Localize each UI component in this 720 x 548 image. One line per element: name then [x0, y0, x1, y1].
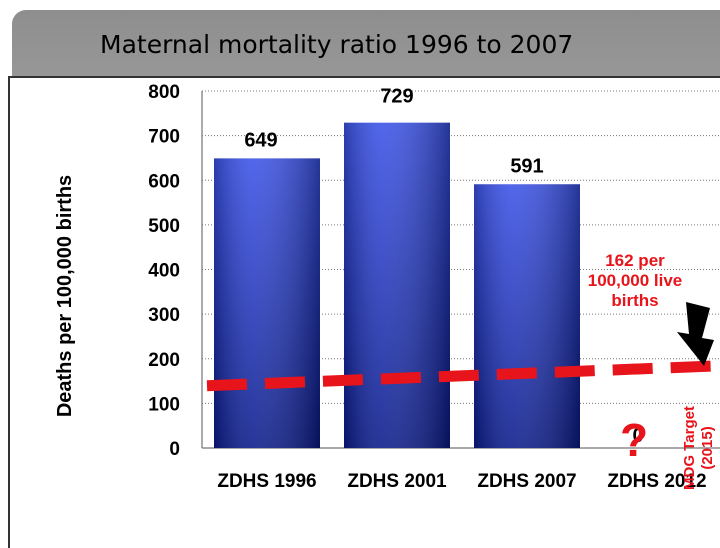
bar-chart: 0 100 200 300 400 500 600 700 800 Deaths per 100,… [54, 82, 720, 492]
data-label: 0 [632, 425, 643, 447]
target-label-line: 162 per [605, 251, 665, 270]
y-tick-label: 800 [148, 82, 180, 103]
slide-title: Maternal mortality ratio 1996 to 2007 [100, 30, 574, 59]
x-category-label: ZDHS 1996 [217, 471, 316, 492]
mdg-target-label-line: (2015) [699, 426, 716, 469]
y-tick-label: 100 [148, 394, 180, 415]
data-label: 591 [510, 155, 543, 177]
question-mark: ? [620, 414, 648, 466]
y-tick-label: 500 [148, 216, 180, 237]
bar-shading [344, 122, 450, 448]
y-tick-label: 0 [169, 439, 180, 460]
y-tick-label: 200 [148, 350, 180, 371]
data-label: 649 [244, 129, 277, 151]
target-arrow [677, 302, 714, 366]
y-tick-label: 300 [148, 305, 180, 326]
bar-shading [214, 158, 320, 448]
mdg-target-label-line: MDG Target [681, 406, 698, 490]
x-category-label: ZDHS 2012 [607, 471, 706, 492]
target-label-line: 100,000 live [588, 271, 683, 290]
bar-shading [474, 184, 580, 449]
x-category-label: ZDHS 2007 [477, 471, 576, 492]
y-tick-label: 600 [148, 171, 180, 192]
target-label-line: births [611, 291, 658, 310]
chart-frame: 0 100 200 300 400 500 600 700 800 Deaths per 100,… [8, 76, 720, 548]
x-category-label: ZDHS 2001 [347, 471, 447, 492]
y-tick-label: 400 [148, 261, 180, 282]
y-axis-title: Deaths per 100,000 births [54, 175, 76, 417]
data-label: 729 [380, 86, 413, 108]
y-tick-label: 700 [148, 127, 180, 148]
target-line [206, 360, 720, 392]
